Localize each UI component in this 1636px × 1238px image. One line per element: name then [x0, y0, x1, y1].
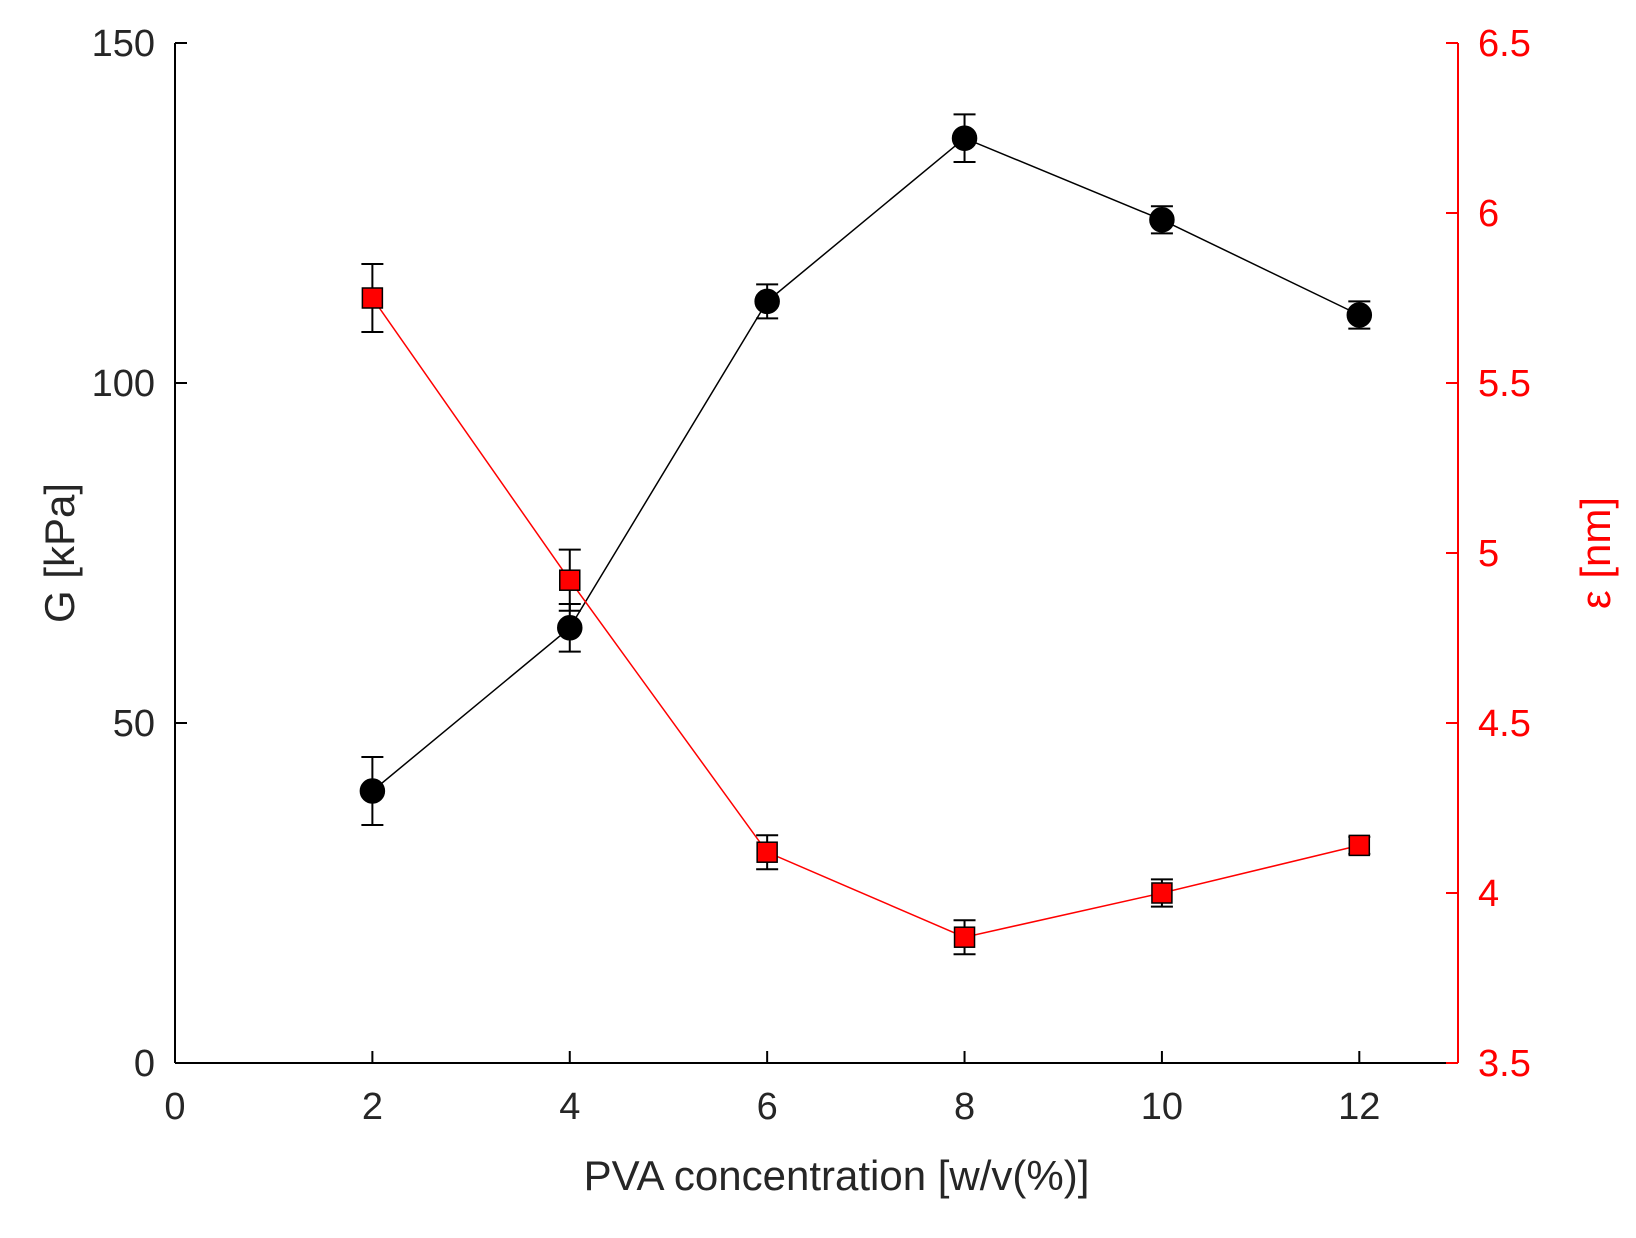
series-line-1 — [371, 297, 1360, 938]
y-right-tick-label: 4.5 — [1478, 703, 1531, 745]
y-left-tick-label: 100 — [92, 363, 155, 405]
series-layer — [359, 113, 1373, 956]
y-left-axis-title: G [kPa] — [36, 483, 83, 623]
axes-layer — [174, 43, 1459, 1064]
x-tick-label: 0 — [164, 1086, 185, 1128]
data-point — [1346, 302, 1373, 328]
y-right-axis-title: ε [nm] — [1572, 497, 1619, 609]
x-tick-label: 4 — [559, 1086, 580, 1128]
y-left-tick-label: 50 — [113, 703, 155, 745]
data-point — [557, 615, 583, 641]
data-point — [359, 778, 386, 804]
y-right-tick-label: 5.5 — [1478, 363, 1531, 405]
y-left-tick-label: 0 — [134, 1043, 155, 1085]
x-tick-label: 2 — [362, 1086, 383, 1128]
data-point — [361, 287, 384, 309]
y-right-tick-label: 6 — [1478, 193, 1499, 235]
data-point — [756, 841, 778, 863]
ticks-layer: 0 2 4 6 8 10 12 0 50 100 150 3.5 4 4.5 5 5.5 6 6.5 — [92, 23, 1531, 1128]
y-right-tick-label: 4 — [1478, 873, 1499, 915]
x-tick-label: 12 — [1338, 1086, 1380, 1128]
data-point — [1149, 207, 1175, 233]
y-left-tick-label: 150 — [92, 23, 155, 65]
data-point — [754, 288, 780, 315]
x-tick-label: 8 — [954, 1086, 975, 1128]
data-point — [953, 926, 976, 948]
data-point — [951, 125, 978, 151]
x-tick-label: 6 — [757, 1086, 778, 1128]
y-right-tick-label: 6.5 — [1478, 23, 1531, 65]
y-right-tick-label: 5 — [1478, 533, 1499, 575]
x-tick-label: 10 — [1141, 1086, 1183, 1128]
data-point — [1348, 834, 1371, 857]
series-line-0 — [371, 137, 1360, 792]
y-right-tick-label: 3.5 — [1478, 1043, 1531, 1085]
data-point — [1151, 882, 1173, 904]
data-point — [559, 569, 581, 591]
x-axis-title: PVA concentration [w/v(%)] — [584, 1152, 1090, 1199]
